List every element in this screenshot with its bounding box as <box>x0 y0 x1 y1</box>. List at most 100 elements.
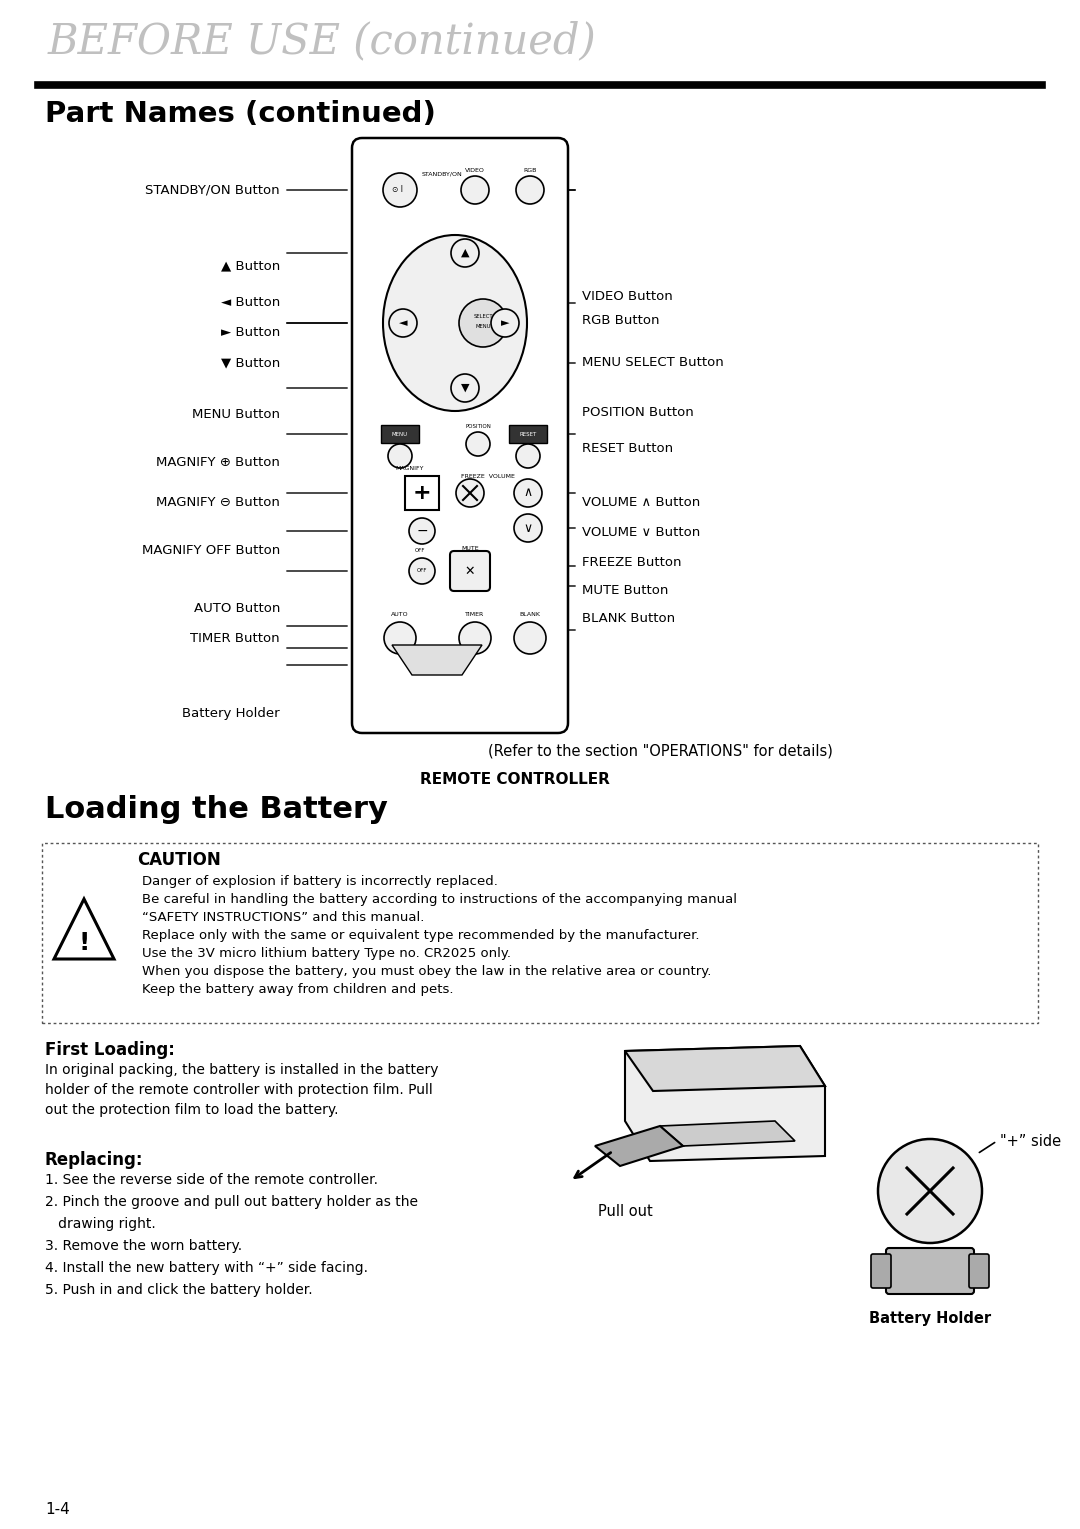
Circle shape <box>456 479 484 508</box>
Text: STANDBY/ON Button: STANDBY/ON Button <box>146 183 280 197</box>
Circle shape <box>451 239 480 268</box>
Circle shape <box>461 176 489 203</box>
Circle shape <box>514 514 542 541</box>
Text: POSITION Button: POSITION Button <box>582 407 693 419</box>
Text: MAGNIFY ⊖ Button: MAGNIFY ⊖ Button <box>157 497 280 509</box>
Text: FREEZE Button: FREEZE Button <box>582 557 681 569</box>
FancyBboxPatch shape <box>42 842 1038 1023</box>
Circle shape <box>459 622 491 654</box>
Circle shape <box>465 433 490 456</box>
Circle shape <box>878 1139 982 1243</box>
Text: AUTO Button: AUTO Button <box>193 601 280 615</box>
Text: RESET: RESET <box>519 431 537 436</box>
FancyBboxPatch shape <box>381 425 419 443</box>
Circle shape <box>384 622 416 654</box>
Text: !: ! <box>79 931 90 956</box>
Text: BEFORE USE (continued): BEFORE USE (continued) <box>48 20 597 63</box>
Text: First Loading:: First Loading: <box>45 1041 175 1060</box>
Text: 4. Install the new battery with “+” side facing.: 4. Install the new battery with “+” side… <box>45 1261 368 1275</box>
Text: ▼ Button: ▼ Button <box>220 356 280 370</box>
Circle shape <box>516 176 544 203</box>
Text: MUTE: MUTE <box>461 546 478 552</box>
Polygon shape <box>660 1121 795 1147</box>
Text: ▼: ▼ <box>461 382 469 393</box>
Text: 2. Pinch the groove and pull out battery holder as the: 2. Pinch the groove and pull out battery… <box>45 1196 418 1209</box>
Text: MAGNIFY: MAGNIFY <box>395 465 423 471</box>
Text: MUTE Button: MUTE Button <box>582 584 669 598</box>
Text: Replace only with the same or equivalent type recommended by the manufacturer.: Replace only with the same or equivalent… <box>141 930 700 942</box>
Text: BLANK: BLANK <box>519 612 540 616</box>
Text: Replacing:: Replacing: <box>45 1151 144 1170</box>
Text: ◄: ◄ <box>399 318 407 329</box>
Text: FREEZE  VOLUME: FREEZE VOLUME <box>461 474 515 479</box>
Text: TIMER: TIMER <box>465 612 485 616</box>
Text: 1. See the reverse side of the remote controller.: 1. See the reverse side of the remote co… <box>45 1173 378 1187</box>
Text: RGB Button: RGB Button <box>582 313 660 327</box>
FancyBboxPatch shape <box>969 1254 989 1287</box>
Circle shape <box>409 558 435 584</box>
Text: MENU Button: MENU Button <box>192 408 280 420</box>
Text: Pull out: Pull out <box>597 1203 652 1219</box>
Circle shape <box>459 300 507 347</box>
Polygon shape <box>625 1046 825 1161</box>
Text: Battery Holder: Battery Holder <box>183 706 280 720</box>
Polygon shape <box>625 1046 825 1092</box>
Text: In original packing, the battery is installed in the battery
holder of the remot: In original packing, the battery is inst… <box>45 1063 438 1118</box>
Text: POSITION: POSITION <box>465 424 491 428</box>
Text: RESET Button: RESET Button <box>582 442 673 454</box>
Circle shape <box>409 518 435 544</box>
Text: (Refer to the section "OPERATIONS" for details): (Refer to the section "OPERATIONS" for d… <box>487 743 833 758</box>
Text: BLANK Button: BLANK Button <box>582 612 675 624</box>
Text: TIMER Button: TIMER Button <box>190 631 280 645</box>
Text: RGB: RGB <box>524 168 537 173</box>
Text: Loading the Battery: Loading the Battery <box>45 795 388 824</box>
Text: 1-4: 1-4 <box>45 1503 70 1517</box>
Polygon shape <box>595 1125 683 1167</box>
Text: MAGNIFY ⊕ Button: MAGNIFY ⊕ Button <box>157 457 280 469</box>
Text: SELECT: SELECT <box>473 315 492 320</box>
Text: ◄ Button: ◄ Button <box>220 297 280 309</box>
Text: ⊙ I: ⊙ I <box>391 185 403 194</box>
Text: "+” side: "+” side <box>1000 1133 1062 1148</box>
FancyBboxPatch shape <box>886 1248 974 1294</box>
Text: Battery Holder: Battery Holder <box>869 1312 991 1327</box>
FancyBboxPatch shape <box>450 550 490 592</box>
Polygon shape <box>392 645 482 674</box>
Circle shape <box>491 309 519 336</box>
Circle shape <box>516 443 540 468</box>
Circle shape <box>514 622 546 654</box>
Text: STANDBY/ON: STANDBY/ON <box>422 171 462 176</box>
Text: 3. Remove the worn battery.: 3. Remove the worn battery. <box>45 1238 242 1252</box>
Text: MAGNIFY OFF Button: MAGNIFY OFF Button <box>141 544 280 558</box>
FancyBboxPatch shape <box>870 1254 891 1287</box>
Text: VIDEO: VIDEO <box>465 168 485 173</box>
Text: ∧: ∧ <box>524 486 532 500</box>
Text: MENU SELECT Button: MENU SELECT Button <box>582 356 724 370</box>
Text: −: − <box>416 524 428 538</box>
Circle shape <box>383 173 417 206</box>
Text: +: + <box>413 483 431 503</box>
Text: 5. Push in and click the battery holder.: 5. Push in and click the battery holder. <box>45 1283 312 1297</box>
Text: VIDEO Button: VIDEO Button <box>582 289 673 303</box>
Text: Danger of explosion if battery is incorrectly replaced.: Danger of explosion if battery is incorr… <box>141 875 498 888</box>
Text: Part Names (continued): Part Names (continued) <box>45 99 436 128</box>
Text: MENU: MENU <box>392 431 408 436</box>
Text: ►: ► <box>501 318 510 329</box>
Text: ✕: ✕ <box>464 564 475 578</box>
FancyBboxPatch shape <box>405 476 438 511</box>
Text: REMOTE CONTROLLER: REMOTE CONTROLLER <box>420 772 610 786</box>
Text: ▲ Button: ▲ Button <box>220 260 280 272</box>
Text: AUTO: AUTO <box>391 612 409 616</box>
Circle shape <box>451 375 480 402</box>
Text: drawing right.: drawing right. <box>45 1217 156 1231</box>
Text: ∨: ∨ <box>524 521 532 535</box>
Text: Be careful in handling the battery according to instructions of the accompanying: Be careful in handling the battery accor… <box>141 893 737 907</box>
Circle shape <box>514 479 542 508</box>
Ellipse shape <box>383 235 527 411</box>
Text: Keep the battery away from children and pets.: Keep the battery away from children and … <box>141 983 454 995</box>
Text: VOLUME ∨ Button: VOLUME ∨ Button <box>582 526 700 540</box>
FancyBboxPatch shape <box>352 138 568 732</box>
Text: OFF: OFF <box>415 549 426 553</box>
Text: “SAFETY INSTRUCTIONS” and this manual.: “SAFETY INSTRUCTIONS” and this manual. <box>141 911 424 924</box>
Text: Use the 3V micro lithium battery Type no. CR2025 only.: Use the 3V micro lithium battery Type no… <box>141 946 511 960</box>
